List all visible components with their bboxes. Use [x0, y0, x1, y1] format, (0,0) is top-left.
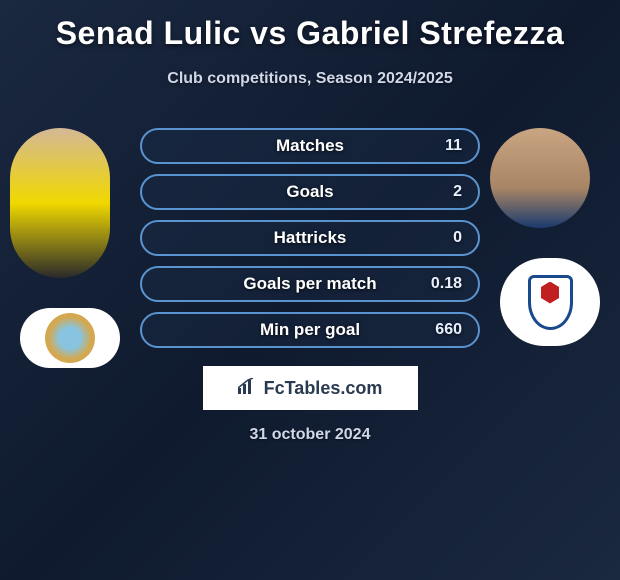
stat-value: 0 — [453, 229, 462, 247]
stat-value: 2 — [453, 183, 462, 201]
club-left-logo — [20, 308, 120, 368]
source-brand-text: FcTables.com — [264, 378, 383, 399]
stat-value: 11 — [445, 137, 462, 155]
stat-label: Goals — [286, 182, 333, 202]
comparison-title: Senad Lulic vs Gabriel Strefezza — [0, 15, 620, 52]
source-badge: FcTables.com — [203, 366, 418, 410]
club-right-logo — [500, 258, 600, 346]
stat-row: Goals 2 — [140, 174, 480, 210]
stat-label: Min per goal — [260, 320, 360, 340]
stats-list: Matches 11 Goals 2 Hattricks 0 Goals per… — [140, 128, 480, 348]
stat-label: Hattricks — [274, 228, 347, 248]
stat-value: 0.18 — [431, 275, 462, 293]
player-left-photo — [10, 128, 110, 278]
stat-row: Goals per match 0.18 — [140, 266, 480, 302]
chart-icon — [238, 378, 258, 399]
stat-row: Hattricks 0 — [140, 220, 480, 256]
stat-row: Matches 11 — [140, 128, 480, 164]
player-right-photo — [490, 128, 590, 228]
stat-label: Goals per match — [243, 274, 376, 294]
subtitle: Club competitions, Season 2024/2025 — [0, 70, 620, 88]
stat-label: Matches — [276, 136, 344, 156]
stat-row: Min per goal 660 — [140, 312, 480, 348]
date-text: 31 october 2024 — [0, 426, 620, 444]
stat-value: 660 — [435, 321, 462, 339]
